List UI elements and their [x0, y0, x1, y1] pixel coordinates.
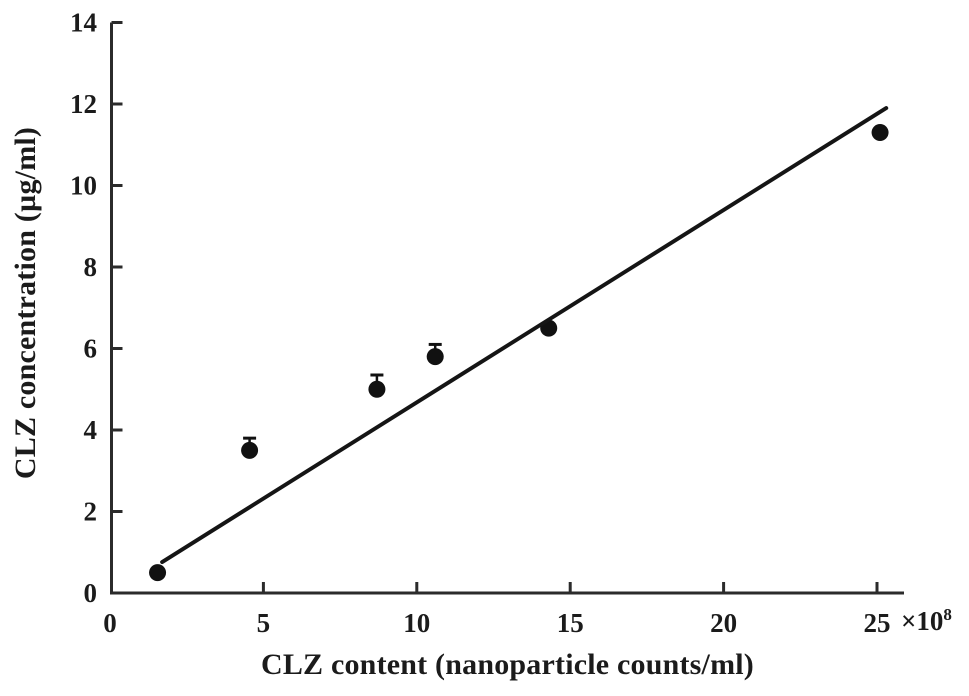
trend-line [160, 106, 889, 565]
data-point [426, 348, 444, 366]
data-point [241, 441, 259, 459]
y-tick-label: 10 [70, 171, 97, 201]
x-tick-label: 25 [864, 608, 891, 638]
x-axis-multiplier: ×108 [901, 606, 952, 637]
y-tick-label: 2 [84, 497, 98, 527]
y-tick-label: 6 [84, 334, 98, 364]
x-tick-label: 0 [103, 608, 117, 638]
data-point [871, 124, 889, 142]
y-tick-label: 14 [70, 8, 97, 38]
y-tick-label: 4 [84, 415, 98, 445]
x-tick-label: 10 [403, 608, 430, 638]
x-tick-label: 5 [257, 608, 271, 638]
y-tick-label: 8 [84, 252, 98, 282]
data-point [368, 380, 386, 398]
y-tick-label: 0 [84, 578, 98, 608]
y-axis-title: CLZ concentration (µg/ml) [9, 126, 42, 480]
x-tick-label: 15 [557, 608, 584, 638]
data-point [149, 564, 167, 582]
x-axis-multiplier-exponent: 8 [943, 605, 952, 624]
x-tick-label: 20 [710, 608, 737, 638]
x-axis-title: CLZ content (nanoparticle counts/ml) [260, 648, 754, 681]
x-axis-multiplier-base: ×10 [901, 606, 944, 636]
y-tick-label: 12 [70, 89, 97, 119]
